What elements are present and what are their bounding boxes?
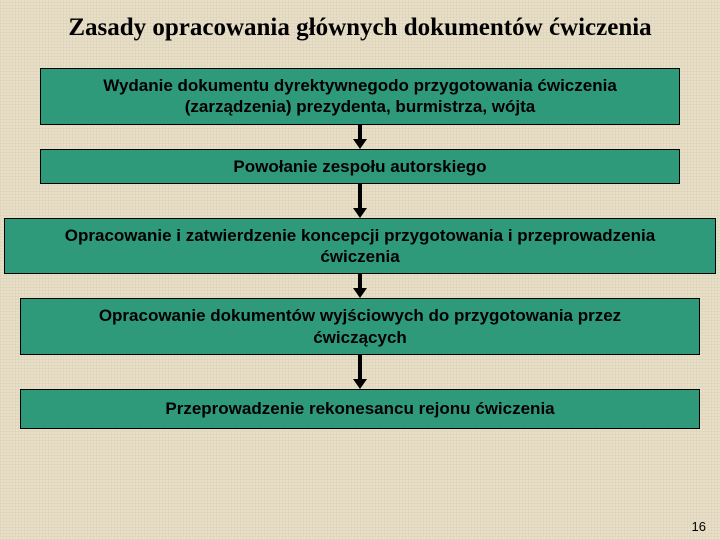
flow-step-3: Opracowanie i zatwierdzenie koncepcji pr… [4, 218, 716, 275]
flow-step-2: Powołanie zespołu autorskiego [40, 149, 680, 184]
flow-step-line: ćwiczenia [13, 246, 707, 267]
flow-step-4: Opracowanie dokumentów wyjściowych do pr… [20, 298, 700, 355]
flow-arrow [352, 274, 368, 298]
flow-step-line: Wydanie dokumentu dyrektywnegodo przygot… [49, 75, 671, 96]
flow-arrow [352, 125, 368, 149]
page-number: 16 [692, 519, 706, 534]
flow-arrow [352, 355, 368, 389]
flow-step-line: Opracowanie i zatwierdzenie koncepcji pr… [13, 225, 707, 246]
flow-step-5: Przeprowadzenie rekonesancu rejonu ćwicz… [20, 389, 700, 429]
flow-step-line: (zarządzenia) prezydenta, burmistrza, wó… [49, 96, 671, 117]
flow-step-1: Wydanie dokumentu dyrektywnegodo przygot… [40, 68, 680, 125]
flow-step-line: Opracowanie dokumentów wyjściowych do pr… [29, 305, 691, 326]
flow-arrow [352, 184, 368, 218]
page-title: Zasady opracowania głównych dokumentów ć… [68, 14, 651, 42]
flow-step-line: Powołanie zespołu autorskiego [49, 156, 671, 177]
flow-step-line: ćwiczących [29, 327, 691, 348]
flow-step-line: Przeprowadzenie rekonesancu rejonu ćwicz… [29, 398, 691, 419]
